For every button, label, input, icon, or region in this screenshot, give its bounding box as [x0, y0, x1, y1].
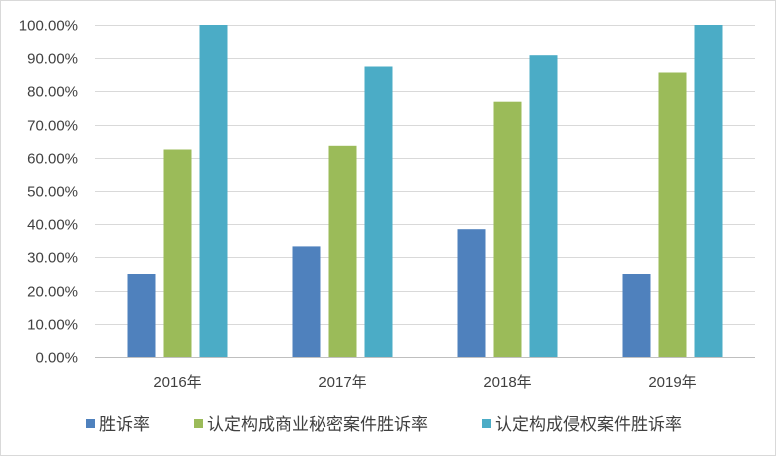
legend-swatch: [86, 419, 95, 428]
y-tick-label: 40.00%: [27, 217, 78, 234]
y-tick-label: 50.00%: [27, 184, 78, 201]
legend-swatch: [194, 419, 203, 428]
bar: [658, 72, 687, 357]
y-tick-label: 60.00%: [27, 151, 78, 168]
y-tick-label: 20.00%: [27, 284, 78, 301]
x-axis-tick-labels: 2016年 2017年 2018年 2019年: [153, 374, 696, 391]
bar-group: [457, 55, 558, 357]
x-tick-label: 2019年: [648, 374, 696, 391]
y-tick-label: 30.00%: [27, 250, 78, 267]
y-tick-label: 10.00%: [27, 317, 78, 334]
legend-label: 胜诉率: [99, 415, 150, 434]
y-tick-label: 0.00%: [35, 350, 78, 367]
bar: [163, 149, 192, 357]
bar-group: [127, 25, 228, 357]
bar: [364, 66, 393, 357]
bar: [127, 274, 156, 357]
bar: [292, 246, 321, 357]
legend-swatch: [482, 419, 491, 428]
x-tick-label: 2016年: [153, 374, 201, 391]
legend-item: 认定构成侵权案件胜诉率: [482, 415, 682, 434]
legend-label: 认定构成商业秘密案件胜诉率: [207, 415, 428, 434]
legend: 胜诉率 认定构成商业秘密案件胜诉率 认定构成侵权案件胜诉率: [86, 415, 682, 434]
legend-item: 胜诉率: [86, 415, 150, 434]
y-tick-label: 90.00%: [27, 51, 78, 68]
bar-group: [292, 66, 393, 357]
x-tick-label: 2018年: [483, 374, 531, 391]
bars: [127, 25, 723, 357]
legend-item: 认定构成商业秘密案件胜诉率: [194, 415, 428, 434]
y-axis-tick-labels: 0.00% 10.00% 20.00% 30.00% 40.00% 50.00% 60.00…: [19, 18, 78, 367]
bar: [694, 25, 723, 357]
y-tick-label: 100.00%: [19, 18, 78, 35]
bar-group: [622, 25, 723, 357]
bar: [457, 229, 486, 357]
bar: [328, 145, 357, 357]
bar: [622, 274, 651, 357]
y-tick-label: 70.00%: [27, 118, 78, 135]
x-tick-label: 2017年: [318, 374, 366, 391]
y-tick-label: 80.00%: [27, 84, 78, 101]
bar: [493, 101, 522, 357]
bar: [529, 55, 558, 357]
legend-label: 认定构成侵权案件胜诉率: [495, 415, 682, 434]
bar: [199, 25, 228, 357]
